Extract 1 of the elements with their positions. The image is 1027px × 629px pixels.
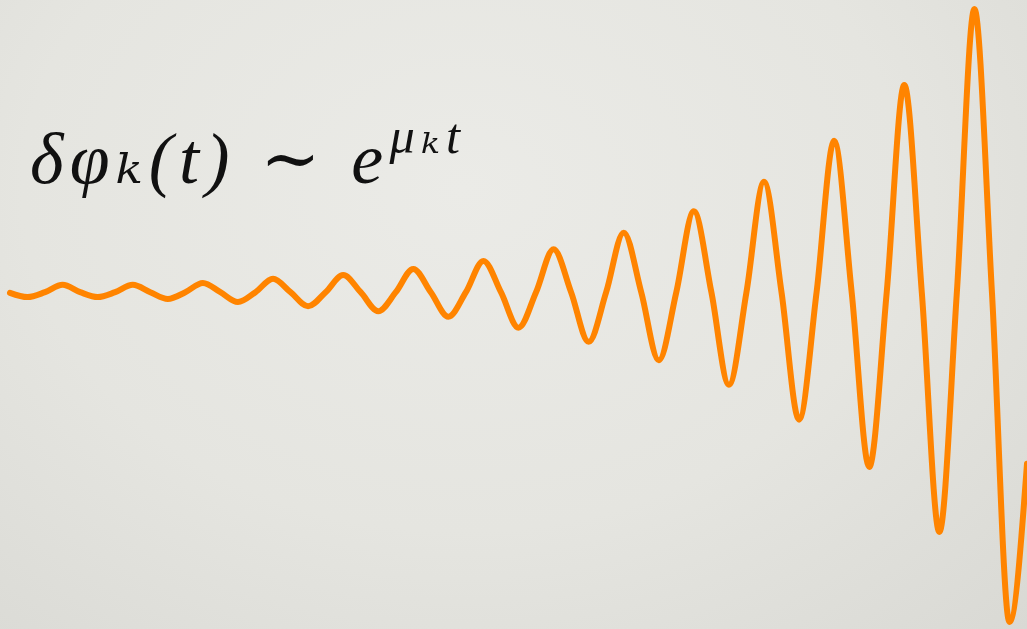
text: δφₖ(t) ∼ e$^{μₖt}$ (30, 107, 462, 199)
